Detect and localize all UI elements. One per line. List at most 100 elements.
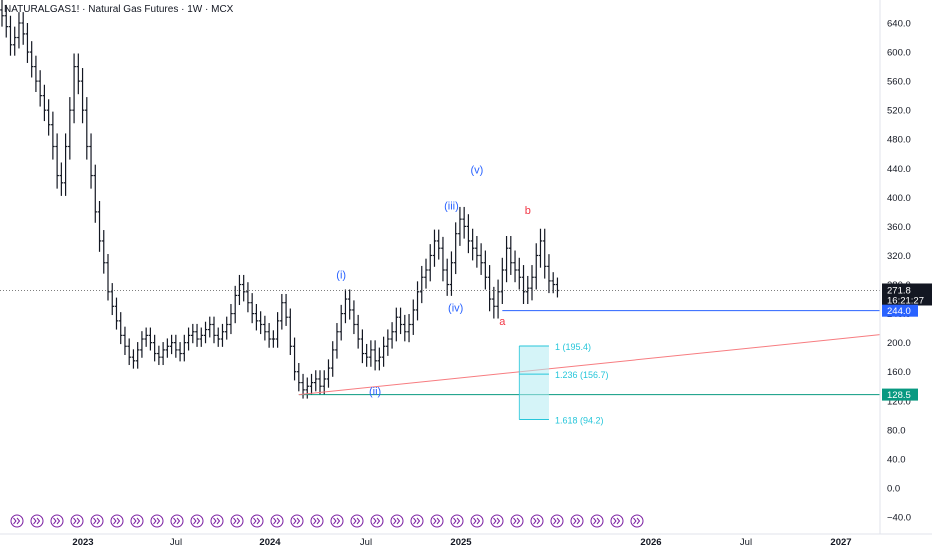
event-icon[interactable] bbox=[390, 514, 404, 528]
event-icon[interactable] bbox=[190, 514, 204, 528]
price-tick-label: 480.0 bbox=[887, 135, 911, 146]
ohlc-bar bbox=[369, 340, 373, 367]
event-icon[interactable] bbox=[370, 514, 384, 528]
ohlc-bar bbox=[318, 370, 322, 395]
event-icon[interactable] bbox=[230, 514, 244, 528]
wave-label[interactable]: (iv) bbox=[448, 302, 463, 314]
ohlc-bar bbox=[8, 15, 13, 56]
symbol-title: NATURALGAS1! · Natural Gas Futures · 1W … bbox=[4, 4, 234, 15]
event-icon[interactable] bbox=[30, 514, 44, 528]
event-icon[interactable] bbox=[50, 514, 64, 528]
ohlc-bar bbox=[148, 327, 153, 351]
event-circle bbox=[590, 514, 604, 528]
ohlc-bar bbox=[475, 236, 479, 268]
wave-label[interactable]: b bbox=[525, 205, 531, 217]
trendline[interactable] bbox=[298, 334, 881, 396]
ohlc-bar bbox=[509, 236, 513, 275]
ohlc-bar bbox=[551, 272, 555, 294]
last-price-badge[interactable] bbox=[882, 283, 932, 306]
fib-extension-zone[interactable] bbox=[519, 345, 549, 420]
interval-label[interactable]: 1W bbox=[187, 4, 203, 15]
ohlc-bar bbox=[432, 229, 437, 267]
ohlc-bar bbox=[555, 277, 560, 298]
ohlc-bar bbox=[4, 4, 9, 38]
ohlc-bar bbox=[12, 26, 17, 56]
ohlc-bar bbox=[29, 41, 34, 78]
event-icon[interactable] bbox=[90, 514, 104, 528]
event-icon[interactable] bbox=[430, 514, 444, 528]
price-tick-label: 80.0 bbox=[887, 425, 906, 436]
ohlc-bar bbox=[140, 331, 144, 358]
event-icon[interactable] bbox=[110, 514, 124, 528]
ohlc-bar bbox=[191, 323, 195, 344]
event-icon[interactable] bbox=[130, 514, 144, 528]
ohlc-bar bbox=[394, 307, 399, 342]
event-icon[interactable] bbox=[470, 514, 484, 528]
wave-label[interactable]: (iii) bbox=[444, 201, 459, 213]
double-chevron-icon bbox=[313, 517, 321, 525]
price-tick-label: 440.0 bbox=[887, 164, 911, 175]
event-icon[interactable] bbox=[70, 514, 84, 528]
event-icon[interactable] bbox=[490, 514, 504, 528]
ohlc-bar bbox=[241, 274, 246, 302]
event-icon[interactable] bbox=[450, 514, 464, 528]
price-tick-label: 40.0 bbox=[887, 454, 906, 465]
wave-label[interactable]: (v) bbox=[470, 164, 483, 176]
symbol-ticker[interactable]: NATURALGAS1! bbox=[4, 4, 80, 15]
event-icon[interactable] bbox=[310, 514, 324, 528]
event-icon[interactable] bbox=[270, 514, 284, 528]
wave-label[interactable]: (i) bbox=[336, 270, 346, 282]
event-circle bbox=[490, 514, 504, 528]
wave-label[interactable]: (ii) bbox=[369, 386, 381, 398]
event-icon[interactable] bbox=[290, 514, 304, 528]
event-icon[interactable] bbox=[610, 514, 624, 528]
ohlc-bar bbox=[339, 304, 343, 341]
event-icon[interactable] bbox=[510, 514, 524, 528]
event-icon[interactable] bbox=[210, 514, 224, 528]
event-circle bbox=[290, 514, 304, 528]
ohlc-bar bbox=[547, 254, 551, 294]
event-icon[interactable] bbox=[530, 514, 544, 528]
ohlc-bar bbox=[131, 349, 136, 369]
price-tick-label: 360.0 bbox=[887, 222, 911, 233]
ohlc-bar bbox=[59, 162, 64, 196]
ohlc-bar bbox=[445, 258, 449, 296]
event-icon[interactable] bbox=[350, 514, 364, 528]
event-icon[interactable] bbox=[10, 514, 24, 528]
ohlc-bar bbox=[415, 281, 420, 321]
time-tick-label: Jul bbox=[740, 537, 752, 548]
ohlc-bar bbox=[118, 312, 123, 345]
event-circle bbox=[370, 514, 384, 528]
wave-label[interactable]: a bbox=[499, 316, 506, 328]
event-icon[interactable] bbox=[550, 514, 564, 528]
event-icon[interactable] bbox=[570, 514, 584, 528]
event-icon[interactable] bbox=[590, 514, 604, 528]
event-icon[interactable] bbox=[170, 514, 184, 528]
event-circle bbox=[450, 514, 464, 528]
ohlc-bar bbox=[462, 206, 466, 239]
ohlc-bar bbox=[530, 265, 534, 301]
event-icon[interactable] bbox=[250, 514, 264, 528]
ohlc-bar bbox=[165, 338, 170, 358]
ohlc-bar bbox=[335, 323, 339, 359]
double-chevron-icon bbox=[513, 517, 521, 525]
price-tick-label: −40.0 bbox=[887, 513, 911, 524]
level-price-badge[interactable] bbox=[882, 304, 918, 317]
fib-level-label: 1.236 (156.7) bbox=[555, 370, 609, 380]
ohlc-bar bbox=[127, 338, 131, 366]
ohlc-bar bbox=[34, 55, 38, 93]
double-chevron-icon bbox=[493, 517, 501, 525]
ohlc-bar bbox=[271, 330, 276, 348]
event-icon[interactable] bbox=[150, 514, 164, 528]
event-icon[interactable] bbox=[330, 514, 344, 528]
ohlc-bar bbox=[123, 326, 127, 355]
event-icon[interactable] bbox=[410, 514, 424, 528]
price-axis-bg bbox=[880, 0, 932, 550]
event-icon[interactable] bbox=[630, 514, 644, 528]
price-tick-label: 520.0 bbox=[887, 106, 911, 117]
ohlc-bar bbox=[322, 370, 327, 395]
level-price-badge[interactable] bbox=[882, 388, 918, 401]
ohlc-bar bbox=[309, 373, 314, 395]
